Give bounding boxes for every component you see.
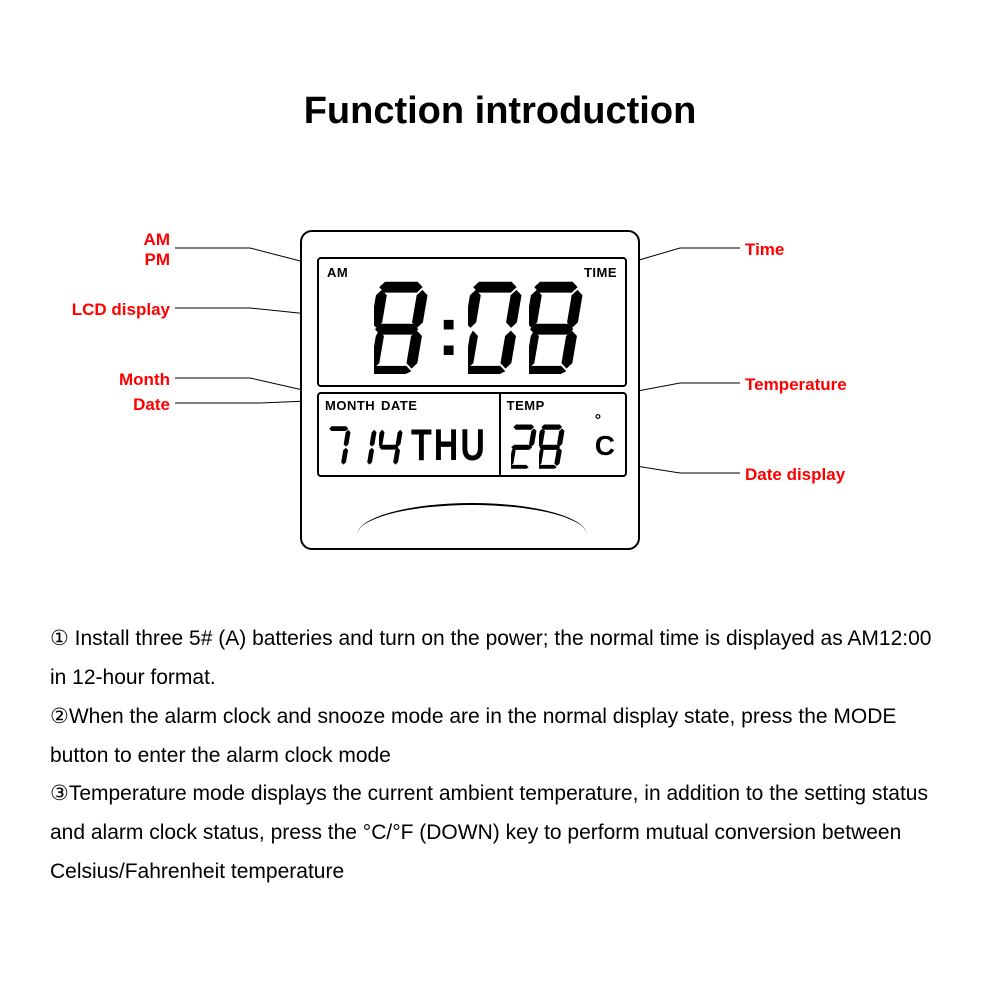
callout-month: Month (100, 370, 170, 390)
digit-0 (468, 279, 523, 374)
device-base (317, 483, 627, 538)
temp-digits (511, 422, 565, 470)
digit-4 (379, 423, 403, 469)
callout-am: AM (110, 230, 170, 250)
time-colon: : (437, 284, 460, 379)
lcd-temp-label: TEMP (507, 398, 545, 413)
instructions: ① Install three 5# (A) batteries and tur… (50, 620, 950, 892)
digit-8b (529, 279, 584, 374)
callout-date: Date (100, 395, 170, 415)
digit-1 (353, 423, 377, 469)
lcd-time-panel: AM TIME : (317, 257, 627, 387)
date-digits: THU (327, 422, 487, 470)
time-digits: : (374, 279, 584, 374)
instruction-3: ③Temperature mode displays the current a… (50, 775, 950, 892)
callout-date-display: Date display (745, 465, 845, 485)
lcd-month-label: MONTH (325, 398, 375, 413)
instruction-2: ②When the alarm clock and snooze mode ar… (50, 698, 950, 776)
page-title: Function introduction (0, 90, 1000, 133)
c-symbol: C (595, 430, 615, 461)
digit-2 (511, 422, 537, 470)
lcd-bottom-panel: MONTH DATE THU TEMP ° C (317, 392, 627, 477)
callout-lcd: LCD display (60, 300, 170, 320)
diagram-area: AM PM LCD display Month Date Time Temper… (0, 200, 1000, 580)
lcd-date-label: DATE (381, 398, 417, 413)
digit-7 (327, 423, 351, 469)
lcd-am-label: AM (327, 265, 348, 280)
lcd-date-panel: MONTH DATE THU (319, 394, 501, 475)
callout-temperature: Temperature (745, 375, 847, 395)
digit-8 (374, 279, 429, 374)
callout-pm: PM (110, 250, 170, 270)
callout-time: Time (745, 240, 784, 260)
instruction-1: ① Install three 5# (A) batteries and tur… (50, 620, 950, 698)
callout-am-pm: AM PM (110, 230, 170, 271)
deg-symbol: ° (595, 412, 601, 429)
lcd-time-label: TIME (584, 265, 617, 280)
digit-8c (539, 422, 565, 470)
lcd-temp-panel: TEMP ° C (501, 394, 625, 475)
clock-device: AM TIME : MONTH DATE THU (300, 230, 640, 550)
temp-unit: ° C (595, 412, 615, 462)
day-text: THU (411, 421, 487, 472)
